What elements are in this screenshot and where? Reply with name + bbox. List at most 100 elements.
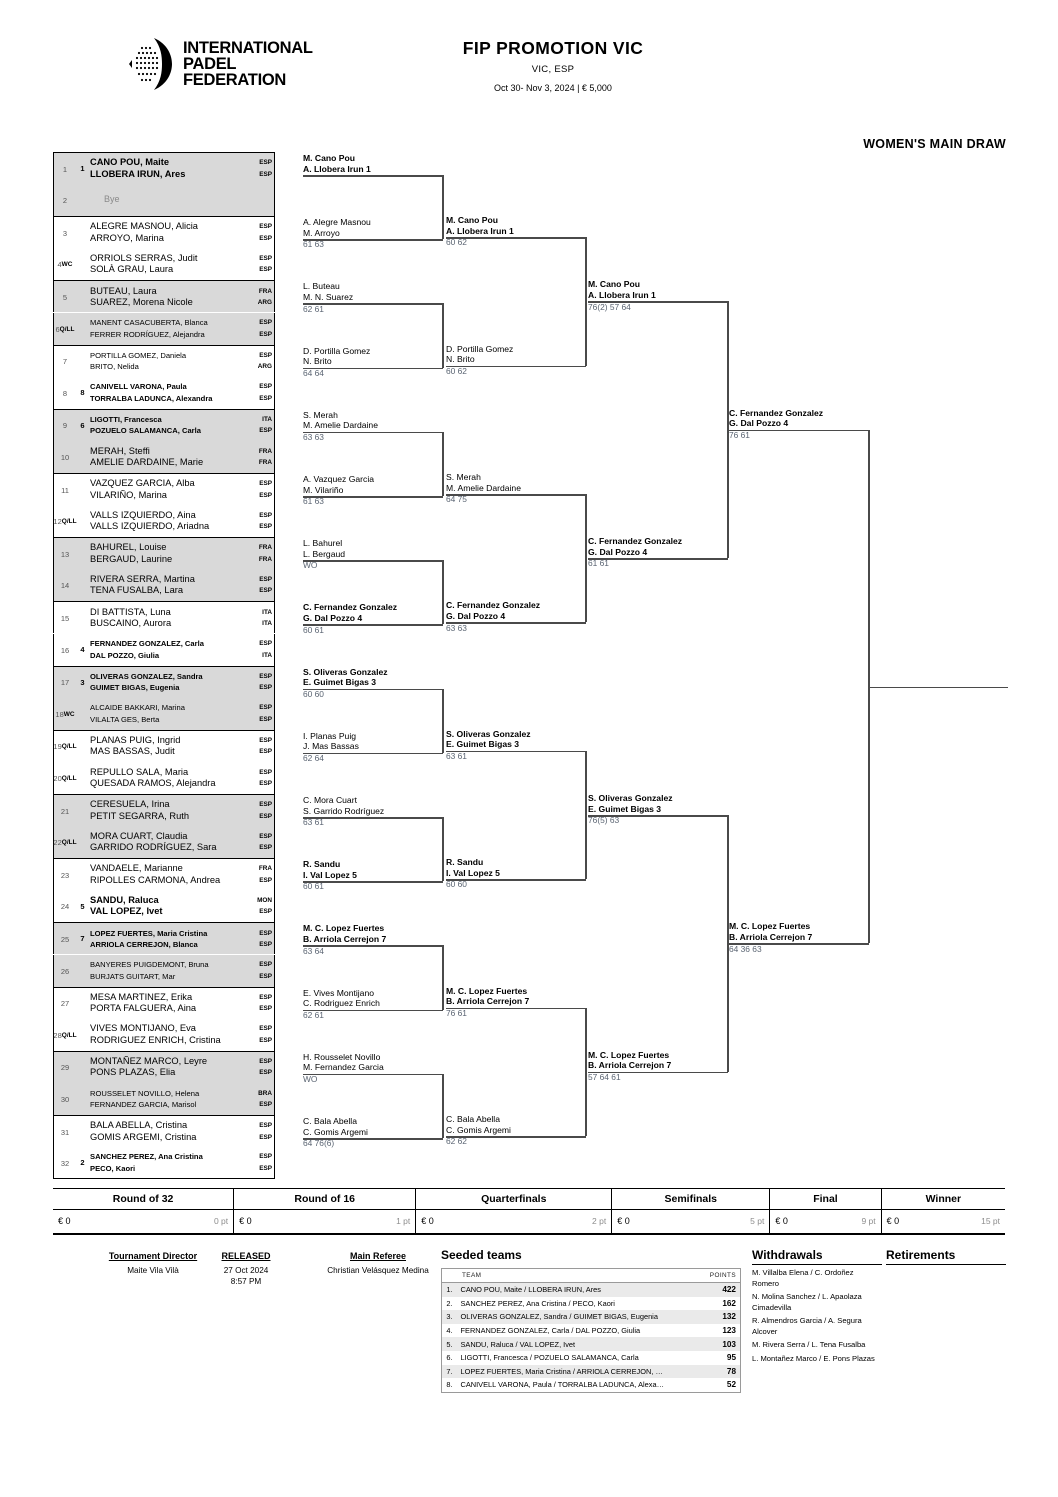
r32-position-number: 5 bbox=[62, 292, 68, 302]
final-match[interactable]: C. Fernandez Gonzalez G. Dal Pozzo 4 76 61 bbox=[729, 408, 869, 440]
r16-match[interactable]: R. Sandu I. Val Lopez 5 60 61 bbox=[303, 859, 443, 891]
match-player-2: C. Gomis Argemi bbox=[446, 1124, 511, 1135]
country-code: ESP bbox=[259, 876, 272, 884]
match-score: 60 61 bbox=[303, 624, 324, 635]
withdrawals-title: Withdrawals bbox=[752, 1248, 882, 1265]
sf-match[interactable]: M. C. Lopez Fuertes B. Arriola Cerrejon 7… bbox=[588, 1050, 728, 1082]
qf-match[interactable]: S. Oliveras Gonzalez E. Guimet Bigas 3 63 … bbox=[446, 729, 586, 761]
r32-row[interactable]: 13 BAHUREL, Louise BERGAUD, Laurine FRA FRA bbox=[53, 537, 275, 570]
r16-match[interactable]: C. Mora Cuart S. Garrido Rodríguez 63 61 bbox=[303, 795, 443, 827]
r32-row[interactable]: 32 2 SANCHEZ PEREZ, Ana Cristina PECO, Kaor… bbox=[53, 1147, 275, 1180]
draw-label: WOMEN'S MAIN DRAW bbox=[863, 137, 1006, 151]
r16-match[interactable]: I. Planas Puig J. Mas Bassas 62 64 bbox=[303, 731, 443, 763]
r32-row[interactable]: 31 BALA ABELLA, Cristina GOMIS ARGEMI, Cri… bbox=[53, 1115, 275, 1148]
seed-team-name: SANDU, Raluca / VAL LOPEZ, Ivet bbox=[456, 1337, 706, 1351]
r32-player-2: TENA FUSALBA, Lara bbox=[90, 585, 184, 596]
r32-row[interactable]: 18 WC ALCAIDE BAKKARI, Marina VILALTA GES,… bbox=[53, 697, 275, 730]
qf-match[interactable]: C. Bala Abella C. Gomis Argemi 62 62 bbox=[446, 1114, 586, 1146]
r16-match[interactable]: L. Bahurel L. Bergaud WO bbox=[303, 538, 443, 570]
prize-points: 2 pt bbox=[592, 1216, 607, 1227]
r16-match[interactable]: A. Alegre Masnou M. Arroyo 61 63 bbox=[303, 217, 443, 249]
r32-position-number: 7 bbox=[62, 357, 68, 367]
r16-match[interactable]: C. Bala Abella C. Gomis Argemi 64 76(6) bbox=[303, 1116, 443, 1148]
match-score: 61 63 bbox=[303, 239, 324, 250]
qf-match[interactable]: R. Sandu I. Val Lopez 5 60 60 bbox=[446, 857, 586, 889]
r16-match[interactable]: D. Portilla Gomez N. Brito 64 64 bbox=[303, 346, 443, 378]
r32-row[interactable]: 17 3 OLIVERAS GONZALEZ, Sandra GUIMET BIGAS… bbox=[53, 665, 275, 698]
r32-row[interactable]: 24 5 SANDU, Raluca VAL LOPEZ, Ivet MON ESP bbox=[53, 890, 275, 923]
r32-player-2: FERNANDEZ GARCIA, Marisol bbox=[90, 1099, 197, 1109]
r16-match[interactable]: M. C. Lopez Fuertes B. Arriola Cerrejon 7… bbox=[303, 923, 443, 955]
r32-row[interactable]: 4 WC ORRIOLS SERRAS, Judit SOLÀ GRAU, Laur… bbox=[53, 248, 275, 281]
match-player-2: G. Dal Pozzo 4 bbox=[729, 418, 789, 429]
r32-player-1: CANO POU, Maite bbox=[90, 157, 170, 168]
r32-row[interactable]: 30 ROUSSELET NOVILLO, Helena FERNANDEZ GAR… bbox=[53, 1082, 275, 1115]
qf-match[interactable]: M. C. Lopez Fuertes B. Arriola Cerrejon 7… bbox=[446, 986, 586, 1018]
r32-row[interactable]: 1 1 CANO POU, Maite LLOBERA IRUN, Ares ESP ES… bbox=[53, 152, 275, 185]
match-player-2: N. Brito bbox=[446, 354, 475, 365]
r32-row[interactable]: 29 MONTAÑEZ MARCO, Leyre PONS PLAZAS, Elia… bbox=[53, 1050, 275, 1083]
r32-row[interactable]: 10 MERAH, Steffi AMELIE DARDAINE, Marie FRA… bbox=[53, 440, 275, 473]
r32-row[interactable]: 2 Bye bbox=[53, 184, 275, 217]
r32-position-number: 24 bbox=[60, 902, 70, 912]
r32-row[interactable]: 27 MESA MARTINEZ, Erika PORTA FALGUERA, Ai… bbox=[53, 986, 275, 1019]
r32-player-2: ARRIOLA CERREJON, Blanca bbox=[90, 939, 198, 949]
r32-country-codes: ESP ESP bbox=[249, 698, 274, 730]
r32-player-2: VAL LOPEZ, Ivet bbox=[90, 906, 163, 917]
sf-match[interactable]: M. Cano Pou A. Llobera Irun 1 76(2) 57 64 bbox=[588, 279, 728, 311]
r32-row[interactable]: 28 Q/LL VIVES MONTIJANO, Eva RODRIGUEZ ENR… bbox=[53, 1018, 275, 1051]
r32-row[interactable]: 25 7 LOPEZ FUERTES, Maria Cristina ARRIOLA … bbox=[53, 922, 275, 955]
r16-match[interactable]: M. Cano Pou A. Llobera Irun 1 bbox=[303, 153, 443, 175]
sf-match[interactable]: C. Fernandez Gonzalez G. Dal Pozzo 4 61 61 bbox=[588, 536, 728, 568]
r16-match[interactable]: C. Fernandez Gonzalez G. Dal Pozzo 4 60 61 bbox=[303, 602, 443, 634]
match-player-1: S. Merah bbox=[446, 472, 481, 482]
r32-row[interactable]: 20 Q/LL REPULLO SALA, Maria QUESADA RAMOS,… bbox=[53, 761, 275, 794]
r32-player-1: VIVES MONTIJANO, Eva bbox=[90, 1023, 196, 1034]
r32-row[interactable]: 6 Q/LL MANENT CASACUBERTA, Blanca FERRER R… bbox=[53, 312, 275, 345]
match-player-1: M. C. Lopez Fuertes bbox=[588, 1049, 670, 1060]
r32-row[interactable]: 3 ALEGRE MASNOU, Alicia ARROYO, Marina ESP E… bbox=[53, 216, 275, 249]
match-score: 64 76(6) bbox=[303, 1138, 335, 1149]
r32-row[interactable]: 14 RIVERA SERRA, Martina TENA FUSALBA, Lar… bbox=[53, 569, 275, 602]
r32-player-1: FERNANDEZ GONZALEZ, Carla bbox=[90, 639, 204, 649]
r32-row[interactable]: 22 Q/LL MORA CUART, Claudia GARRIDO RODRÍG… bbox=[53, 826, 275, 859]
match-player-2: E. Guimet Bigas 3 bbox=[303, 677, 377, 688]
r16-match[interactable]: S. Merah M. Amelie Dardaine 63 63 bbox=[303, 410, 443, 442]
final-match[interactable]: M. C. Lopez Fuertes B. Arriola Cerrejon 7… bbox=[729, 921, 869, 953]
qf-match[interactable]: M. Cano Pou A. Llobera Irun 1 60 62 bbox=[446, 215, 586, 247]
r32-row[interactable]: 23 VANDAELE, Marianne RIPOLLES CARMONA, An… bbox=[53, 858, 275, 891]
r32-row[interactable]: 21 CERESUELA, Irina PETIT SEGARRA, Ruth ESP… bbox=[53, 794, 275, 827]
qf-match[interactable]: D. Portilla Gomez N. Brito 60 62 bbox=[446, 344, 586, 376]
r32-row[interactable]: 19 Q/LL PLANAS PUIG, Ingrid MAS BASSAS, Ju… bbox=[53, 729, 275, 762]
sf-match[interactable]: S. Oliveras Gonzalez E. Guimet Bigas 3 76(… bbox=[588, 793, 728, 825]
r32-position-number: 9 bbox=[62, 421, 68, 431]
r32-row[interactable]: 8 8 CANIVELL VARONA, Paula TORRALBA LADUNCA… bbox=[53, 376, 275, 409]
r32-player-2: BURJATS GUITART, Mar bbox=[90, 971, 176, 981]
r32-row[interactable]: 9 6 LIGOTTI, Francesca POZUELO SALAMANCA, C… bbox=[53, 408, 275, 441]
r32-seed-number bbox=[76, 217, 89, 248]
r16-match[interactable]: S. Oliveras Gonzalez E. Guimet Bigas 3 60 … bbox=[303, 667, 443, 699]
r32-row[interactable]: 11 VAZQUEZ GARCIA, Alba VILARIÑO, Marina ES… bbox=[53, 473, 275, 506]
r32-row[interactable]: 12 Q/LL VALLS IZQUIERDO, Aina VALLS IZQUIE… bbox=[53, 505, 275, 538]
prize-money: € 0 bbox=[239, 1216, 252, 1227]
qf-match[interactable]: C. Fernandez Gonzalez G. Dal Pozzo 4 63 63 bbox=[446, 600, 586, 632]
country-code: ESP bbox=[259, 736, 272, 744]
withdrawal-item: M. Rivera Serra / L. Tena Fusalba bbox=[752, 1340, 866, 1349]
r16-match[interactable]: L. Buteau M. N. Suarez 62 61 bbox=[303, 281, 443, 313]
r16-match[interactable]: H. Rousselet Novillo M. Fernandez Garcia W… bbox=[303, 1052, 443, 1084]
r16-match[interactable]: E. Vives Montijano C. Rodriguez Enrich 62 … bbox=[303, 988, 443, 1020]
country-code: ESP bbox=[259, 319, 272, 327]
seed-team-name: LIGOTTI, Francesca / POZUELO SALAMANCA, … bbox=[460, 1353, 639, 1363]
r32-row[interactable]: 7 PORTILLA GOMEZ, Daniela BRITO, Nelida ESP… bbox=[53, 344, 275, 377]
qf-match[interactable]: S. Merah M. Amelie Dardaine 64 75 bbox=[446, 472, 586, 504]
r16-match[interactable]: A. Vazquez Garcia M. Vilariño 61 63 bbox=[303, 474, 443, 506]
r32-row[interactable]: 15 DI BATTISTA, Luna BUSCAINO, Aurora ITA IT… bbox=[53, 601, 275, 634]
main-referee-label: Main Referee bbox=[349, 1251, 407, 1261]
r32-row[interactable]: 16 4 FERNANDEZ GONZALEZ, Carla DAL POZZO, G… bbox=[53, 633, 275, 666]
r32-row[interactable]: 26 BANYERES PUIGDEMONT, Bruna BURJATS GUIT… bbox=[53, 954, 275, 987]
match-score: 63 61 bbox=[446, 750, 467, 761]
r32-row[interactable]: 5 BUTEAU, Laura SUAREZ, Morena Nicole FRA AR… bbox=[53, 280, 275, 313]
country-code: ESP bbox=[259, 234, 272, 242]
country-code: ESP bbox=[259, 1153, 272, 1161]
r32-country-codes: ITA ESP bbox=[249, 410, 274, 441]
